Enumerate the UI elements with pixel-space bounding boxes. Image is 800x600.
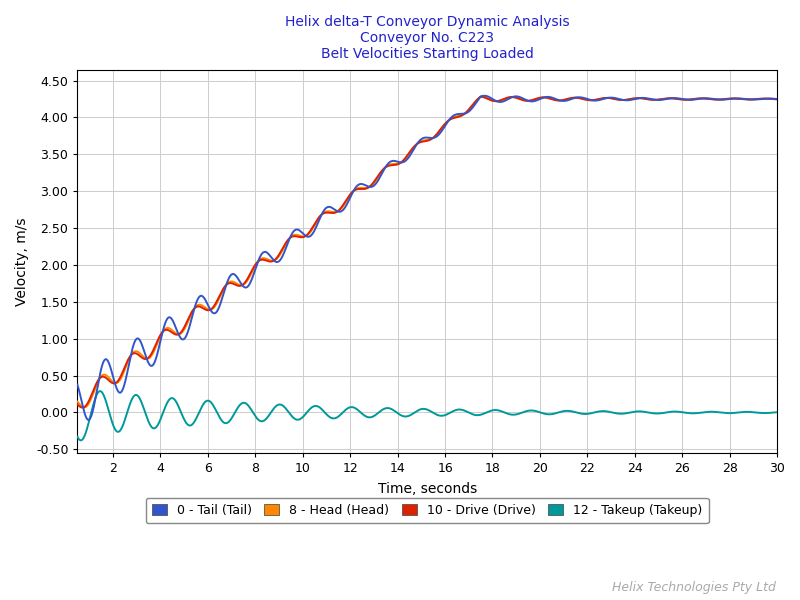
8 - Head (Head) xyxy=(477,93,486,100)
Title: Helix delta-T Conveyor Dynamic Analysis
Conveyor No. C223
Belt Velocities Starti: Helix delta-T Conveyor Dynamic Analysis … xyxy=(285,15,570,61)
0 - Tail (Tail) xyxy=(329,206,338,213)
Line: 0 - Tail (Tail): 0 - Tail (Tail) xyxy=(66,96,777,420)
12 - Takeup (Takeup) xyxy=(226,416,236,423)
0 - Tail (Tail) xyxy=(226,271,236,278)
Text: Helix Technologies Pty Ltd: Helix Technologies Pty Ltd xyxy=(612,581,776,594)
10 - Drive (Drive) xyxy=(234,282,243,289)
8 - Head (Head) xyxy=(772,95,782,103)
0 - Tail (Tail) xyxy=(380,165,390,172)
0 - Tail (Tail) xyxy=(767,95,777,102)
12 - Takeup (Takeup) xyxy=(76,437,86,444)
10 - Drive (Drive) xyxy=(230,281,239,288)
Y-axis label: Velocity, m/s: Velocity, m/s xyxy=(15,217,29,305)
0 - Tail (Tail) xyxy=(61,409,70,416)
8 - Head (Head) xyxy=(79,404,89,411)
0 - Tail (Tail) xyxy=(234,276,243,283)
12 - Takeup (Takeup) xyxy=(230,409,239,416)
8 - Head (Head) xyxy=(767,95,777,103)
0 - Tail (Tail) xyxy=(230,271,239,278)
Line: 12 - Takeup (Takeup): 12 - Takeup (Takeup) xyxy=(66,388,777,440)
X-axis label: Time, seconds: Time, seconds xyxy=(378,482,477,496)
10 - Drive (Drive) xyxy=(380,164,390,172)
10 - Drive (Drive) xyxy=(226,280,236,287)
Legend: 0 - Tail (Tail), 8 - Head (Head), 10 - Drive (Drive), 12 - Takeup (Takeup): 0 - Tail (Tail), 8 - Head (Head), 10 - D… xyxy=(146,497,709,523)
Line: 10 - Drive (Drive): 10 - Drive (Drive) xyxy=(66,97,777,407)
8 - Head (Head) xyxy=(230,279,239,286)
10 - Drive (Drive) xyxy=(476,93,486,100)
0 - Tail (Tail) xyxy=(479,92,489,100)
0 - Tail (Tail) xyxy=(84,416,94,424)
12 - Takeup (Takeup) xyxy=(234,403,243,410)
8 - Head (Head) xyxy=(380,164,390,172)
8 - Head (Head) xyxy=(226,278,236,285)
8 - Head (Head) xyxy=(329,209,338,216)
0 - Tail (Tail) xyxy=(772,95,782,103)
10 - Drive (Drive) xyxy=(767,95,777,103)
8 - Head (Head) xyxy=(234,281,243,288)
12 - Takeup (Takeup) xyxy=(329,415,338,422)
Line: 8 - Head (Head): 8 - Head (Head) xyxy=(66,97,777,407)
10 - Drive (Drive) xyxy=(772,96,782,103)
10 - Drive (Drive) xyxy=(329,209,338,217)
10 - Drive (Drive) xyxy=(61,402,70,409)
12 - Takeup (Takeup) xyxy=(772,409,782,416)
12 - Takeup (Takeup) xyxy=(380,405,390,412)
10 - Drive (Drive) xyxy=(78,404,87,411)
8 - Head (Head) xyxy=(61,403,70,410)
12 - Takeup (Takeup) xyxy=(766,409,776,416)
12 - Takeup (Takeup) xyxy=(61,384,70,391)
